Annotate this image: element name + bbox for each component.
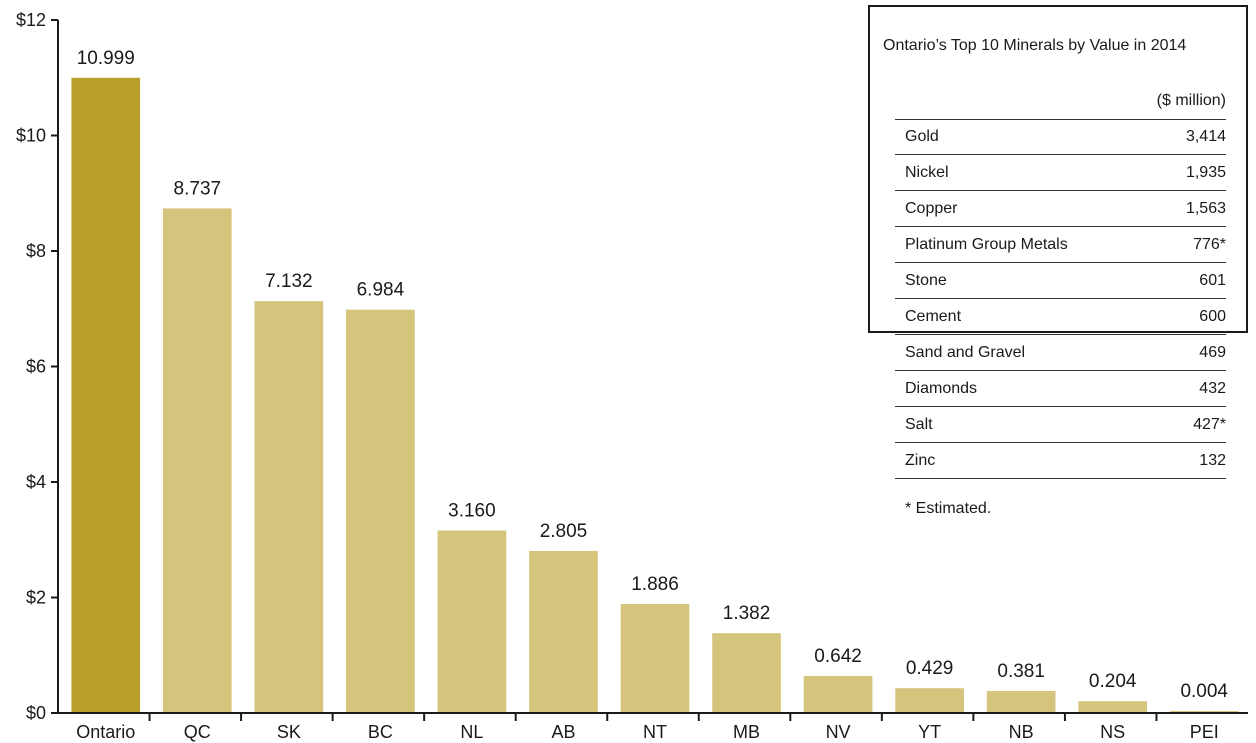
data-label: 2.805 xyxy=(540,521,588,542)
bar-nv xyxy=(803,675,873,713)
mineral-name: Nickel xyxy=(905,163,949,181)
x-tick-label: BC xyxy=(368,722,393,742)
bars xyxy=(71,77,1239,714)
data-label: 8.737 xyxy=(174,178,222,199)
data-labels: 10.999 8.737 7.132 6.984 3.160 2.805 1.886 1.38… xyxy=(77,48,1229,702)
x-tick-label: MB xyxy=(733,722,760,742)
table-row: Platinum Group Metals 776* xyxy=(895,227,1226,263)
data-label: 0.004 xyxy=(1180,681,1228,702)
y-axis: $0 $2 $4 $6 $8 $10 $12 xyxy=(16,10,59,723)
table-row: Zinc 132 xyxy=(895,443,1226,479)
table-row: Gold 3,414 xyxy=(895,119,1226,155)
x-tick-label: NB xyxy=(1009,722,1034,742)
x-tick-label: Ontario xyxy=(76,722,135,742)
data-label: 0.381 xyxy=(997,661,1045,682)
data-label: 1.382 xyxy=(723,603,771,624)
table-title: Ontario’s Top 10 Minerals by Value in 20… xyxy=(883,37,1187,54)
mineral-name: Cement xyxy=(905,307,962,325)
mineral-value: 132 xyxy=(1199,451,1226,469)
y-tick-label: $2 xyxy=(26,588,46,608)
table-divider xyxy=(895,119,1226,120)
bar-nt xyxy=(620,604,690,713)
y-tick-label: $10 xyxy=(16,126,46,146)
mineral-value: 3,414 xyxy=(1185,127,1226,145)
data-label: 6.984 xyxy=(357,280,405,301)
x-tick-label: NV xyxy=(826,722,851,742)
mineral-value: 601 xyxy=(1199,271,1226,289)
data-label: 0.204 xyxy=(1089,671,1137,692)
x-tick-label: NT xyxy=(643,722,667,742)
mineral-value: 427* xyxy=(1193,415,1226,433)
x-axis: Ontario QC SK BC NL AB NT MB NV YT NB NS PEI xyxy=(58,712,1248,742)
table-row: Stone 601 xyxy=(895,263,1226,299)
y-tick-label: $4 xyxy=(26,472,46,492)
bar-ab xyxy=(529,551,598,713)
x-tick-label: PEI xyxy=(1190,722,1219,742)
mineral-value: 600 xyxy=(1199,307,1226,325)
mineral-value: 1,563 xyxy=(1185,199,1226,217)
bar-nb xyxy=(986,690,1056,713)
table-row: Nickel 1,935 xyxy=(895,155,1226,191)
bar-bc xyxy=(346,309,415,713)
mineral-name: Salt xyxy=(905,415,933,433)
table-row: Copper 1,563 xyxy=(895,191,1226,227)
data-label: 10.999 xyxy=(77,48,135,69)
mineral-name: Stone xyxy=(905,271,947,289)
table-unit: ($ million) xyxy=(1156,92,1226,109)
x-tick-label: NS xyxy=(1100,722,1125,742)
table-row: Salt 427* xyxy=(895,407,1226,443)
y-tick-label: $0 xyxy=(26,703,46,723)
bar-ns xyxy=(1078,701,1148,713)
x-tick-label: AB xyxy=(551,722,575,742)
y-tick-label: $6 xyxy=(26,357,46,377)
bar-qc xyxy=(162,208,232,714)
x-tick-label: SK xyxy=(277,722,301,742)
bar-nl xyxy=(437,530,507,713)
y-tick-label: $12 xyxy=(16,10,46,30)
mineral-value: 432 xyxy=(1199,379,1226,397)
table-row: Cement 600 xyxy=(895,299,1226,335)
minerals-table: Ontario’s Top 10 Minerals by Value in 20… xyxy=(868,5,1248,517)
bar-mb xyxy=(712,633,781,713)
data-label: 1.886 xyxy=(631,574,679,595)
table-row: Diamonds 432 xyxy=(895,371,1226,407)
table-note: * Estimated. xyxy=(905,500,992,517)
table-body: Gold 3,414 Nickel 1,935 Copper 1,563 Platinum … xyxy=(895,119,1226,479)
data-label: 0.429 xyxy=(906,658,954,679)
mineral-value: 1,935 xyxy=(1185,163,1226,181)
data-label: 0.642 xyxy=(814,646,862,667)
mineral-name: Sand and Gravel xyxy=(905,343,1026,361)
y-tick-label: $8 xyxy=(26,241,46,261)
mineral-name: Diamonds xyxy=(905,379,978,397)
bar-sk xyxy=(254,301,324,713)
table-row: Sand and Gravel 469 xyxy=(895,335,1226,371)
x-tick-label: NL xyxy=(460,722,483,742)
data-label: 3.160 xyxy=(448,501,496,522)
bar-yt xyxy=(895,688,964,713)
bar-ontario xyxy=(71,77,141,714)
mineral-value: 776* xyxy=(1193,235,1226,253)
mineral-name: Copper xyxy=(905,199,958,217)
data-label: 7.132 xyxy=(265,271,313,292)
x-tick-label: QC xyxy=(184,722,211,742)
mineral-name: Zinc xyxy=(905,451,936,469)
x-tick-label: YT xyxy=(918,722,941,742)
mineral-name: Gold xyxy=(905,127,939,145)
mineral-value: 469 xyxy=(1199,343,1226,361)
mineral-name: Platinum Group Metals xyxy=(905,235,1068,253)
